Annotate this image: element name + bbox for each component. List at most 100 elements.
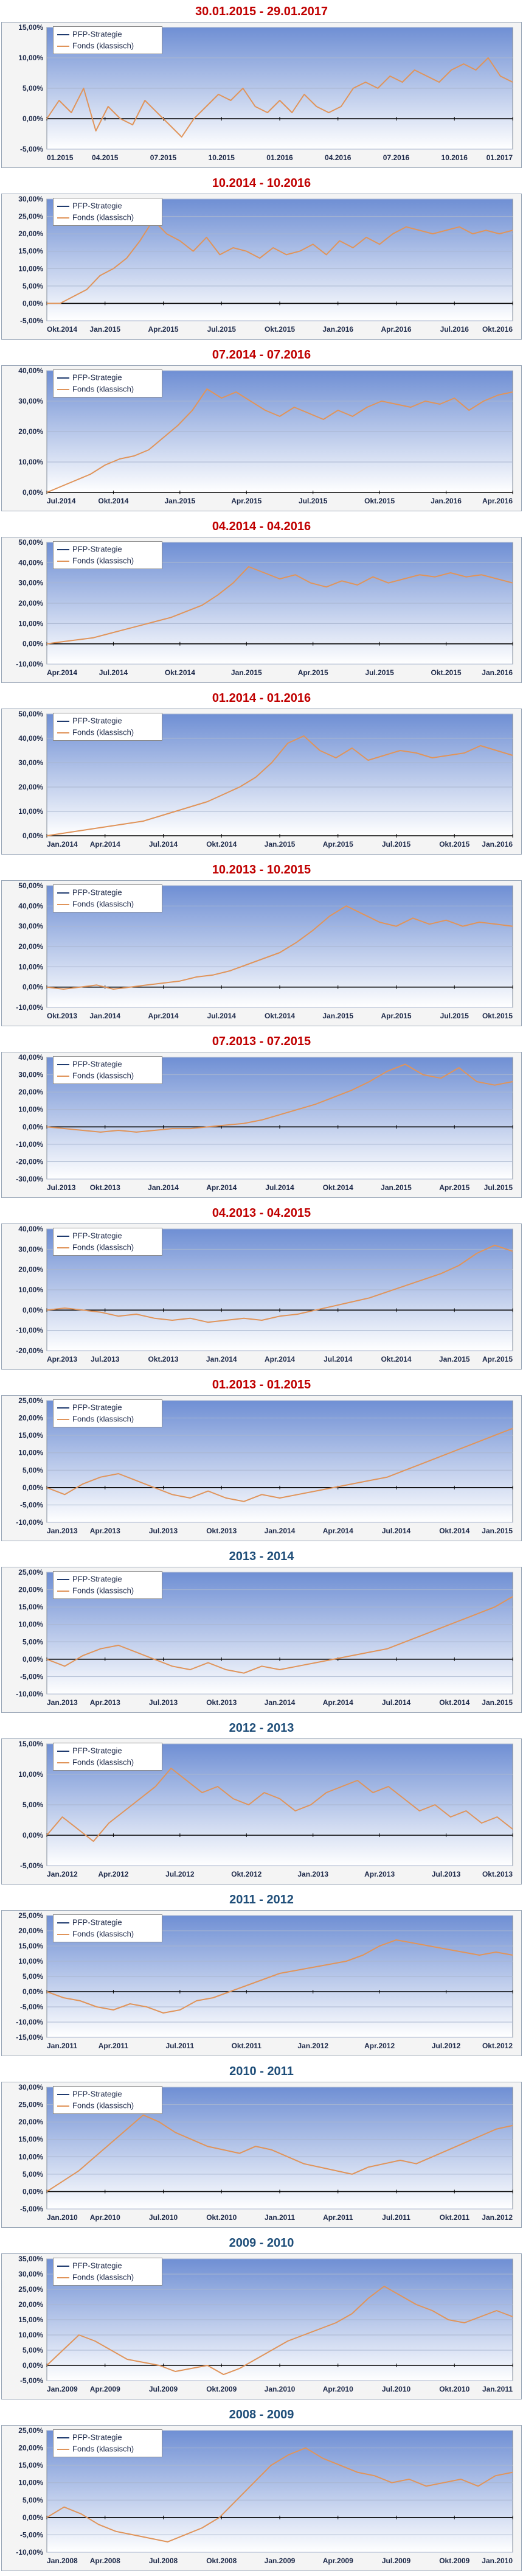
y-tick-label: 30,00%	[18, 758, 43, 767]
legend-item-fonds: Fonds (klassisch)	[57, 727, 134, 738]
y-tick-label: 5,00%	[23, 1466, 43, 1474]
y-tick-label: -30,00%	[16, 1175, 43, 1183]
legend-item-fonds: Fonds (klassisch)	[57, 383, 134, 394]
y-tick-label: -5,00%	[20, 317, 43, 325]
x-tick-label: Okt.2015	[482, 1012, 513, 1020]
y-tick-label: 25,00%	[18, 1568, 43, 1577]
y-tick-label: -10,00%	[16, 2018, 43, 2026]
chart-legend: PFP-Strategie Fonds (klassisch)	[53, 1571, 162, 1599]
x-tick-label: Jan.2010	[265, 2385, 296, 2393]
legend-label-fonds: Fonds (klassisch)	[72, 727, 134, 737]
y-tick-label: 25,00%	[18, 1911, 43, 1920]
chart-title: 01.2014 - 01.2016	[212, 691, 311, 705]
legend-label-fonds: Fonds (klassisch)	[72, 41, 134, 51]
legend-swatch-fonds	[57, 1247, 69, 1248]
chart-svg: -5,00% 0,00% 5,00% 10,00% 15,00% 01.2015 04.20…	[18, 23, 513, 162]
x-tick-label: Jan.2014	[47, 840, 78, 849]
x-tick-label: Jan.2012	[482, 2213, 513, 2222]
x-tick-label: Okt.2014	[439, 1698, 469, 1707]
series-line-fonds	[46, 2286, 513, 2375]
x-tick-label: Apr.2009	[90, 2385, 120, 2393]
x-tick-label: Jul.2014	[324, 1355, 353, 1363]
x-tick-label: Okt.2014	[47, 325, 77, 334]
x-tick-label: Jul.2014	[207, 1012, 237, 1020]
series-line-fonds	[46, 1427, 513, 1502]
chart-frame: -5,00% 0,00% 5,00% 10,00% 15,00% 01.2015 04.20…	[1, 22, 522, 168]
chart-legend: PFP-Strategie Fonds (klassisch)	[53, 1399, 162, 1427]
x-tick-label: Jul.2014	[47, 497, 76, 505]
y-tick-label: 20,00%	[18, 2300, 43, 2309]
legend-swatch-fonds	[57, 45, 69, 47]
legend-swatch-strategy	[57, 1407, 69, 1409]
x-tick-label: Jan.2009	[265, 2557, 296, 2565]
y-tick-label: 50,00%	[18, 538, 43, 547]
legend-label-fonds: Fonds (klassisch)	[72, 1929, 134, 1939]
x-tick-label: Okt.2011	[440, 2213, 470, 2222]
y-tick-label: 20,00%	[18, 1265, 43, 1274]
legend-swatch-strategy	[57, 1922, 69, 1923]
x-tick-label: Jan.2009	[47, 2385, 78, 2393]
legend-item-strategy: PFP-Strategie	[57, 1402, 122, 1413]
chart-frame: 0,00% 10,00% 20,00% 30,00% 40,00% 50,00% Jan.2…	[1, 709, 522, 855]
x-tick-label: Jan.2011	[47, 2042, 77, 2050]
x-tick-label: Jul.2014	[149, 840, 178, 849]
legend-label-strategy: PFP-Strategie	[72, 1059, 122, 1069]
y-tick-label: 15,00%	[18, 2135, 43, 2144]
chart-frame: -10,00% -5,00% 0,00% 5,00% 10,00% 15,00% 20,00…	[1, 2425, 522, 2571]
legend-swatch-strategy	[57, 1750, 69, 1752]
y-tick-label: 10,00%	[18, 54, 43, 62]
x-tick-label: Okt.2010	[439, 2385, 469, 2393]
series-line-fonds	[46, 566, 513, 645]
y-tick-label: -20,00%	[16, 1157, 43, 1166]
legend-swatch-fonds	[57, 903, 69, 905]
x-tick-label: Apr.2015	[323, 840, 353, 849]
y-tick-label: 10,00%	[18, 619, 43, 628]
legend-item-fonds: Fonds (klassisch)	[57, 212, 134, 223]
legend-swatch-fonds	[57, 2277, 69, 2278]
legend-item-fonds: Fonds (klassisch)	[57, 1070, 134, 1081]
x-tick-label: Jan.2010	[482, 2557, 513, 2565]
chart-panel: 07.2013 - 07.2015 -30,00% -20,00% -10,00% 0,…	[0, 1030, 523, 1202]
chart-title: 07.2013 - 07.2015	[212, 1035, 311, 1048]
x-tick-label: Apr.2014	[90, 840, 120, 849]
x-tick-label: 07.2015	[150, 153, 177, 162]
y-tick-label: 20,00%	[18, 2118, 43, 2126]
chart-title: 10.2013 - 10.2015	[212, 863, 311, 877]
chart-legend: PFP-Strategie Fonds (klassisch)	[53, 884, 162, 912]
chart-title: 10.2014 - 10.2016	[212, 177, 311, 190]
x-tick-label: Apr.2009	[323, 2557, 353, 2565]
y-tick-label: -5,00%	[20, 145, 43, 153]
chart-frame: -10,00% 0,00% 10,00% 20,00% 30,00% 40,00% 50,0…	[1, 880, 522, 1026]
legend-swatch-fonds	[57, 1933, 69, 1935]
y-tick-label: 15,00%	[18, 1431, 43, 1440]
legend-swatch-fonds	[57, 1418, 69, 1420]
legend-swatch-strategy	[57, 720, 69, 722]
x-tick-label: Okt.2015	[439, 840, 469, 849]
legend-swatch-strategy	[57, 205, 69, 207]
chart-legend: PFP-Strategie Fonds (klassisch)	[53, 2429, 162, 2457]
series-line-fonds	[46, 735, 513, 836]
chart-panel: 04.2013 - 04.2015 -20,00% -10,00% 0,00% 10,0…	[0, 1202, 523, 1373]
x-tick-label: Apr.2014	[47, 668, 77, 677]
chart-frame: -10,00% -5,00% 0,00% 5,00% 10,00% 15,00% 20,00…	[1, 1395, 522, 1541]
y-tick-label: -10,00%	[16, 1690, 43, 1698]
y-tick-label: -15,00%	[16, 2033, 43, 2042]
x-tick-label: Jul.2013	[149, 1698, 178, 1707]
x-tick-label: Jan.2014	[206, 1355, 237, 1363]
y-tick-label: 25,00%	[18, 2101, 43, 2109]
legend-swatch-strategy	[57, 33, 69, 35]
y-tick-label: -5,00%	[20, 2376, 43, 2385]
y-tick-label: 30,00%	[18, 2270, 43, 2278]
x-tick-label: Jan.2015	[381, 1183, 412, 1192]
x-tick-label: Okt.2009	[206, 2385, 237, 2393]
y-tick-label: 20,00%	[18, 229, 43, 238]
y-tick-label: 10,00%	[18, 1770, 43, 1779]
x-tick-label: Apr.2015	[482, 1355, 513, 1363]
legend-item-strategy: PFP-Strategie	[57, 372, 122, 383]
y-tick-label: -20,00%	[16, 1346, 43, 1355]
chart-frame: 0,00% 10,00% 20,00% 30,00% 40,00% Jul.2014 Okt…	[1, 365, 522, 511]
chart-svg: -30,00% -20,00% -10,00% 0,00% 10,00% 20,00% 30…	[16, 1053, 513, 1192]
legend-label-strategy: PFP-Strategie	[72, 1746, 122, 1755]
x-tick-label: Apr.2015	[298, 668, 328, 677]
y-tick-label: 40,00%	[18, 1225, 43, 1233]
